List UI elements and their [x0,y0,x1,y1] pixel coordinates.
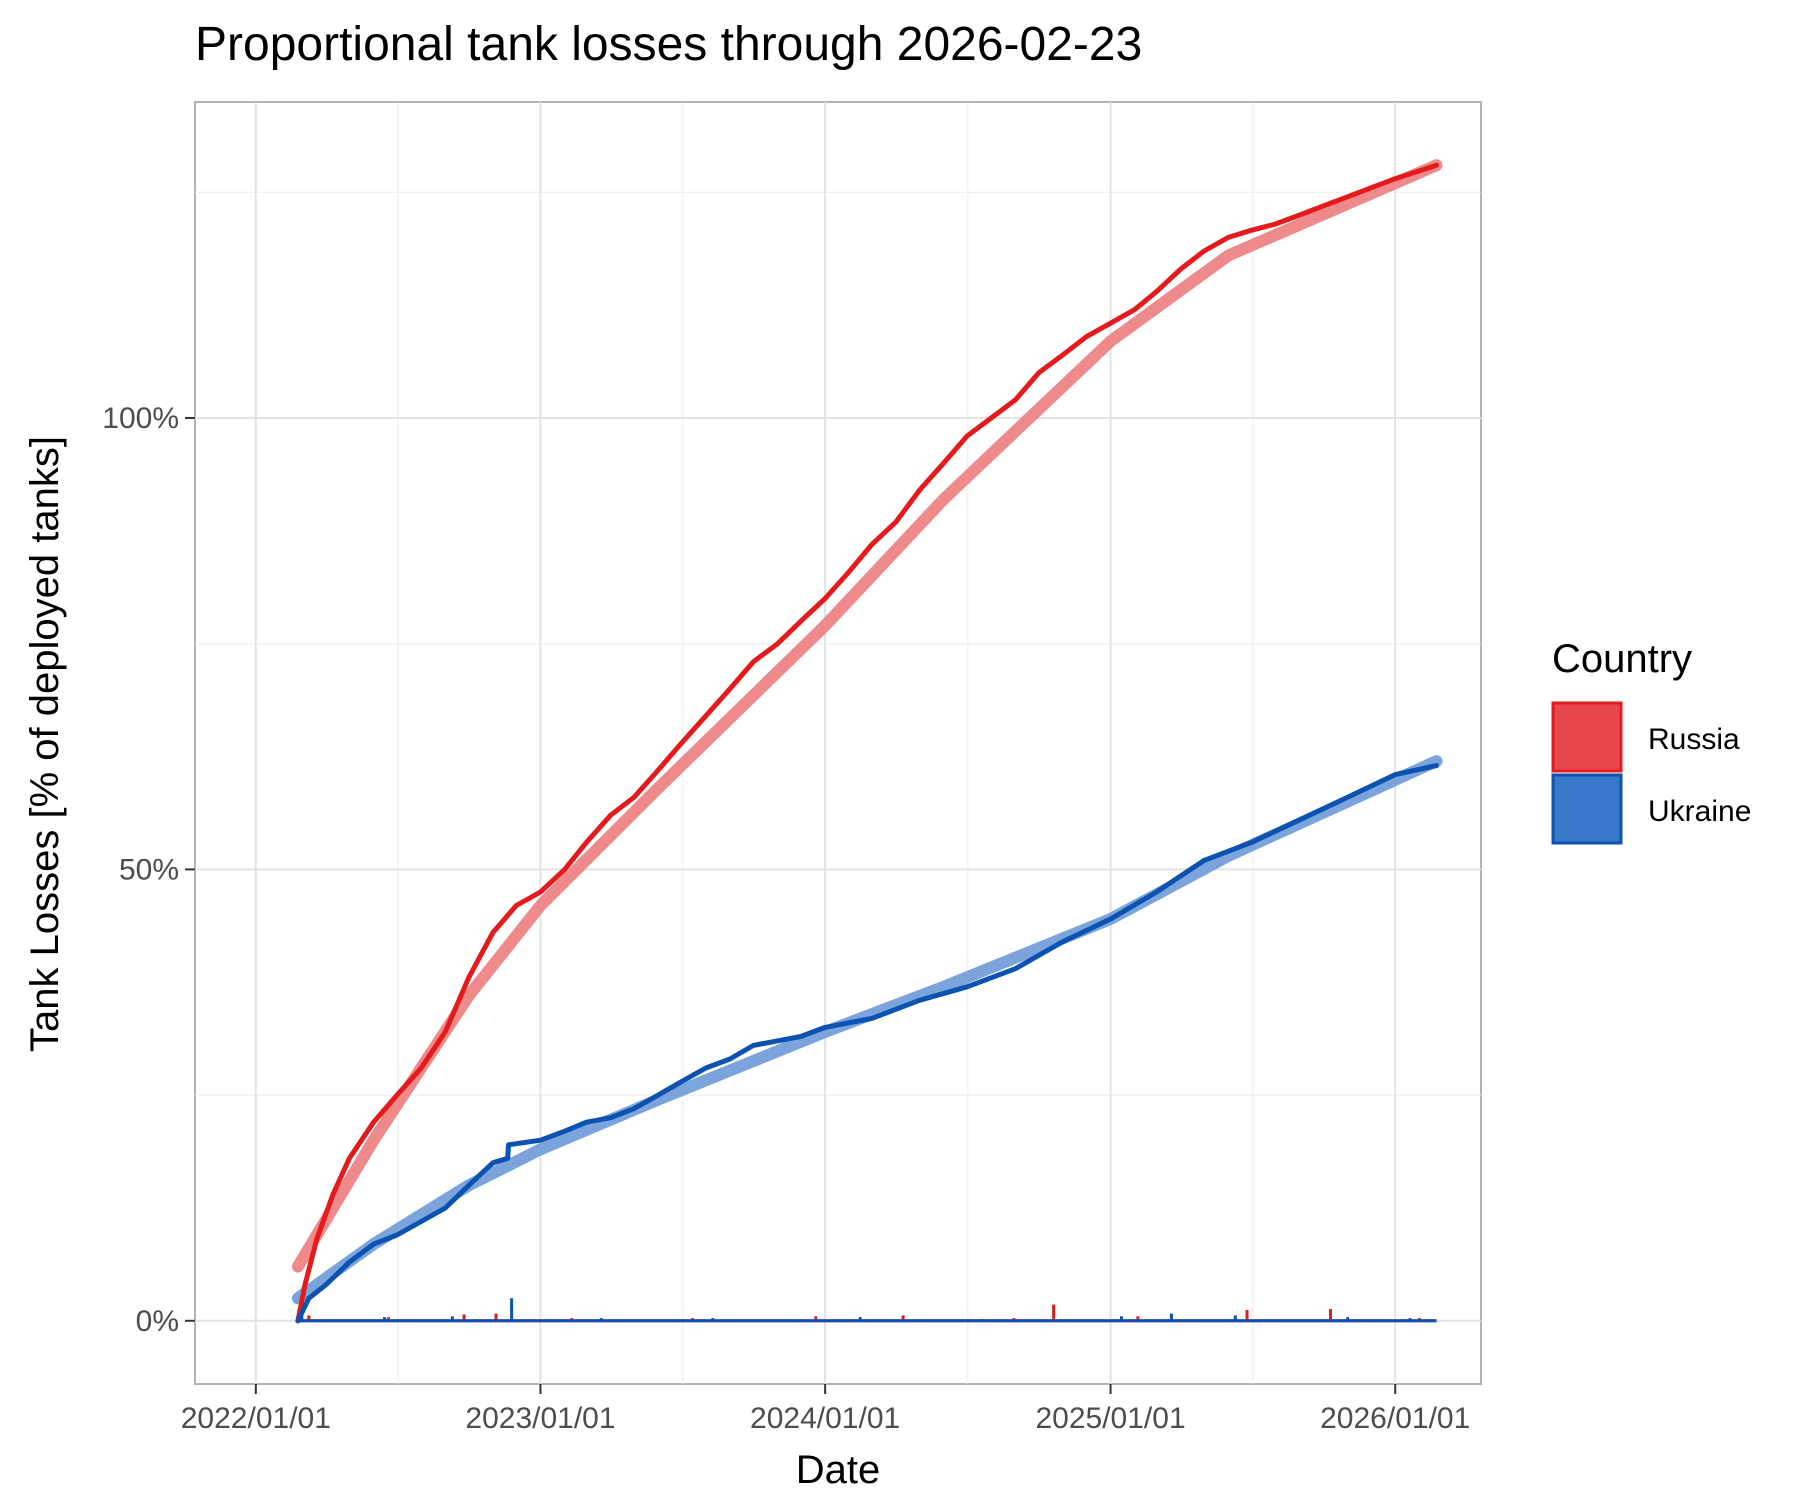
x-tick-label-3: 2025/01/01 [1035,1402,1185,1435]
y-tick-label-1: 50% [119,853,179,886]
trend-line-ukraine [291,755,1443,1305]
y-axis: 0% 50% 100% [102,402,195,1338]
legend-key-russia [1551,701,1623,773]
panel-border [194,101,1482,1385]
daily-layer [297,1298,1437,1323]
cumulative-layer [295,162,1439,1324]
y-tick-label-2: 100% [102,402,179,435]
cumulative-line-ukraine [295,763,1439,1324]
x-tick-label-4: 2026/01/01 [1320,1402,1470,1435]
legend-label-ukraine: Ukraine [1648,795,1751,828]
y-axis-title: Tank Losses [% of deployed tanks] [23,436,67,1052]
x-axis-title: Date [796,1448,881,1492]
legend-key-ukraine [1551,773,1623,845]
legend-label-russia: Russia [1648,723,1740,756]
x-tick-label-1: 2023/01/01 [465,1402,615,1435]
cumulative-line-russia [295,162,1439,1324]
legend-title: Country [1552,637,1692,681]
plot-panel [194,101,1482,1385]
y-tick-label-0: 0% [136,1305,179,1338]
legend: Country Russia Ukraine [1551,637,1751,845]
x-tick-label-2: 2024/01/01 [750,1402,900,1435]
x-axis: 2022/01/01 2023/01/01 2024/01/01 2025/01/01… [181,1384,1470,1435]
chart-title: Proportional tank losses through 2026-02… [195,18,1142,71]
x-tick-label-0: 2022/01/01 [181,1402,331,1435]
